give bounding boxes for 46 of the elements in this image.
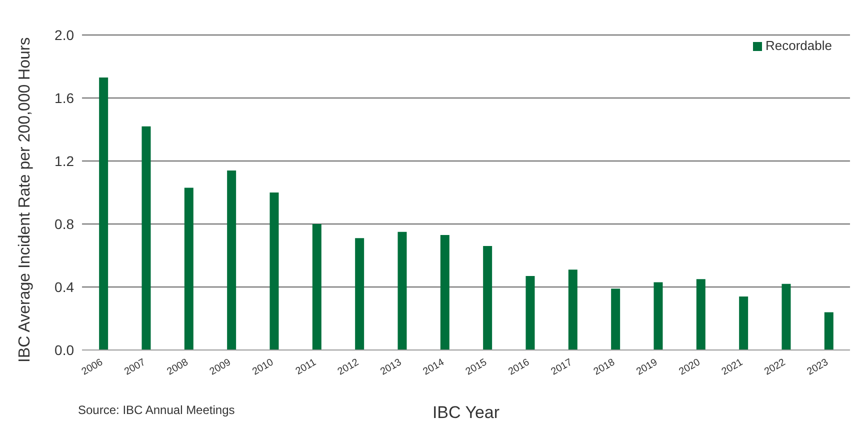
x-tick-label: 2016 [506,356,532,378]
x-tick-label: 2007 [122,356,148,378]
source-note: Source: IBC Annual Meetings [78,403,235,417]
bar [312,224,322,350]
bar [440,235,450,350]
x-tick-label: 2015 [464,356,490,378]
x-tick-label: 2021 [720,356,746,378]
bar [654,282,663,350]
y-tick-label: 0.4 [54,278,74,295]
x-tick-label: 2020 [677,356,703,378]
x-tick-label: 2011 [294,356,319,378]
bar [739,296,748,350]
bar [142,126,151,350]
bar [611,288,620,350]
x-tick-label: 2017 [549,356,575,378]
bar [227,170,236,350]
y-tick-label: 1.6 [54,90,74,106]
y-tick-label: 0.8 [54,216,74,232]
x-tick-label: 2009 [208,356,234,378]
bar [824,312,834,350]
x-tick-label: 2019 [634,356,660,378]
bar [184,188,194,350]
bar [782,284,791,350]
bar [483,246,492,350]
x-axis-title: IBC Year [432,403,500,422]
bar [355,238,364,350]
x-tick-label: 2014 [421,356,447,378]
x-tick-label: 2022 [762,356,788,378]
x-tick-label: 2010 [250,356,276,378]
y-tick-label: 0.0 [54,342,74,358]
x-tick-label: 2018 [592,356,618,378]
y-tick-label: 2.0 [54,26,74,43]
y-axis-title: IBC Average Incident Rate per 200,000 Hours [16,37,34,362]
bar [398,232,407,350]
x-tick-label: 2023 [805,356,831,378]
bar [270,192,279,350]
bar [99,78,108,350]
bar [696,279,706,350]
bar [568,270,578,350]
x-tick-label: 2013 [378,356,404,378]
y-tick-label: 1.2 [54,152,74,169]
x-tick-label: 2006 [80,356,106,378]
bar [526,276,535,350]
x-tick-label: 2008 [165,356,191,378]
x-tick-label: 2012 [336,356,362,378]
legend-label: Recordable [766,38,832,53]
